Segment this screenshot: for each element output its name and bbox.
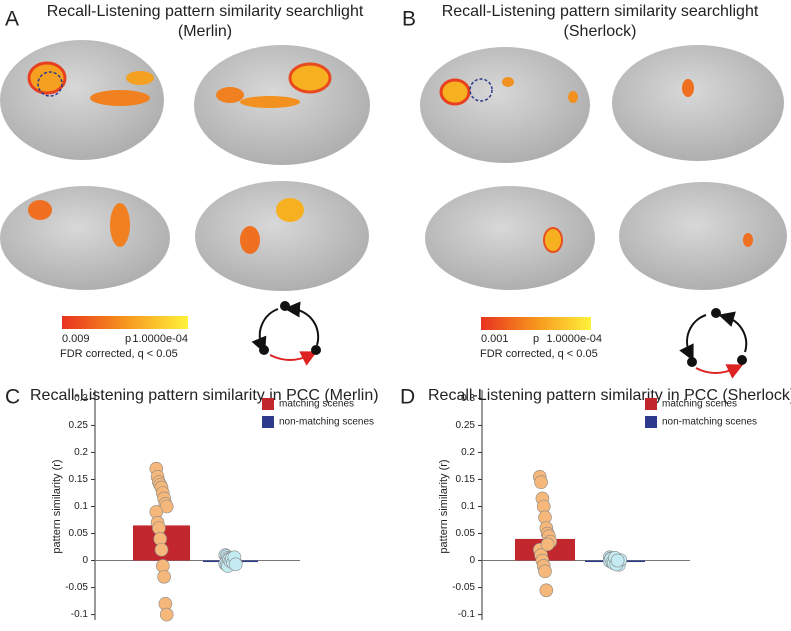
colorbar-note: FDR corrected, q < 0.05 xyxy=(60,348,178,360)
brain-maps xyxy=(0,40,370,291)
legend-swatch xyxy=(262,398,274,410)
y-tick-label: 0.3 xyxy=(461,393,475,404)
colorbar-label: 0.009 xyxy=(62,333,90,345)
subject-point xyxy=(159,607,174,622)
y-tick-label: -0.1 xyxy=(71,609,89,620)
panel-title: Recall-Listening pattern similarity sear… xyxy=(442,3,759,20)
subject-point xyxy=(540,537,555,552)
colorbar-label: 0.001 xyxy=(481,333,509,345)
subject-point xyxy=(228,557,243,572)
subject-point xyxy=(539,583,554,598)
chart-letter: C xyxy=(5,386,20,409)
y-tick-label: 0.05 xyxy=(456,528,476,539)
colorbar xyxy=(481,317,591,330)
chart-letter: D xyxy=(400,386,415,409)
subject-point xyxy=(538,564,552,579)
subject-point xyxy=(157,569,171,584)
y-tick-label: 0 xyxy=(469,555,475,566)
y-tick-label: 0.2 xyxy=(74,447,88,458)
y-tick-label: 0.1 xyxy=(461,501,475,512)
y-tick-label: 0 xyxy=(82,555,88,566)
legend-label: matching scenes xyxy=(279,399,354,410)
subject-point xyxy=(534,475,548,489)
chart-title: Recall-Listening pattern similarity in P… xyxy=(428,387,791,404)
y-tick-label: 0.2 xyxy=(461,447,475,458)
legend-swatch xyxy=(262,416,274,428)
colorbar-label: 1.0000e-04 xyxy=(546,333,602,345)
legend-label: non-matching scenes xyxy=(279,417,374,428)
panel-subtitle: (Merlin) xyxy=(178,23,232,40)
y-tick-label: -0.1 xyxy=(458,609,476,620)
panel-title: Recall-Listening pattern similarity sear… xyxy=(47,3,364,20)
colorbar-label: p xyxy=(533,333,539,345)
legend-swatch xyxy=(645,398,657,410)
colorbar xyxy=(62,316,188,329)
y-tick-label: 0.3 xyxy=(74,393,88,404)
y-tick-label: 0.15 xyxy=(69,474,89,485)
legend-swatch xyxy=(645,416,657,428)
panel-letter: B xyxy=(402,8,416,31)
colorbar-label: 1.0000e-04 xyxy=(132,333,188,345)
legend-label: matching scenes xyxy=(662,399,737,410)
y-tick-label: 0.15 xyxy=(456,474,476,485)
subject-point xyxy=(154,542,169,557)
y-axis-label: pattern similarity (r) xyxy=(51,459,63,553)
subject-point xyxy=(610,553,625,568)
y-tick-label: -0.05 xyxy=(452,582,475,593)
y-tick-label: 0.25 xyxy=(69,420,89,431)
brain-maps xyxy=(420,45,787,290)
y-tick-label: -0.05 xyxy=(65,582,88,593)
y-tick-label: 0.25 xyxy=(456,420,476,431)
colorbar-note: FDR corrected, q < 0.05 xyxy=(480,348,598,360)
colorbar-label: p xyxy=(125,333,131,345)
y-tick-label: 0.05 xyxy=(69,528,89,539)
y-tick-label: 0.1 xyxy=(74,501,88,512)
panel-subtitle: (Sherlock) xyxy=(564,23,637,40)
cycle-diagram xyxy=(679,308,748,379)
panel-letter: A xyxy=(5,8,19,31)
legend-label: non-matching scenes xyxy=(662,417,757,428)
cycle-diagram xyxy=(251,301,321,366)
y-axis-label: pattern similarity (r) xyxy=(438,459,450,553)
chart-title: Recall-Listening pattern similarity in P… xyxy=(30,387,379,404)
